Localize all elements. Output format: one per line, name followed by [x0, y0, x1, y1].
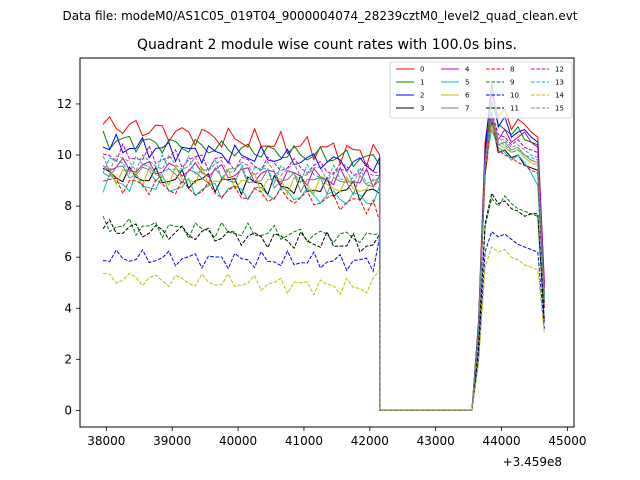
legend-label-14: 14 — [555, 92, 564, 100]
legend-label-6: 6 — [465, 92, 470, 100]
legend-label-4: 4 — [465, 66, 470, 74]
series-line-15 — [102, 116, 545, 411]
y-tick-label: 12 — [57, 97, 72, 111]
legend-label-0: 0 — [420, 66, 424, 74]
chart-suptitle: Data file: modeM0/AS1C05_019T04_90000040… — [62, 9, 577, 23]
legend-label-10: 10 — [510, 92, 519, 100]
plot-frame — [79, 57, 575, 428]
y-tick-label: 0 — [64, 403, 72, 417]
plot-lines — [102, 83, 545, 411]
series-line-14 — [102, 246, 545, 411]
x-tick-label: 45000 — [548, 434, 586, 448]
series-line-13 — [102, 114, 545, 411]
x-tick-label: 41000 — [285, 434, 323, 448]
y-tick-label: 6 — [64, 250, 72, 264]
legend-label-7: 7 — [465, 105, 469, 113]
x-tick-label: 40000 — [219, 434, 257, 448]
x-tick-label: 43000 — [417, 434, 455, 448]
x-offset-label: +3.459e8 — [503, 455, 562, 469]
x-axis: 38000 39000 40000 41000 42000 43000 44000 45000 — [87, 427, 587, 448]
legend-label-1: 1 — [420, 79, 424, 87]
y-tick-label: 4 — [64, 301, 72, 315]
legend-label-9: 9 — [510, 79, 514, 87]
legend-label-5: 5 — [465, 79, 469, 87]
legend-label-15: 15 — [555, 105, 564, 113]
legend-label-8: 8 — [510, 66, 514, 74]
series-line-9 — [102, 195, 545, 411]
legend-label-11: 11 — [510, 105, 519, 113]
series-line-4 — [102, 114, 545, 411]
chart-title: Quadrant 2 module wise count rates with … — [137, 37, 517, 53]
legend-label-12: 12 — [555, 66, 564, 74]
y-axis: 0 2 4 6 8 10 12 — [57, 97, 80, 417]
series-line-12 — [102, 111, 545, 411]
y-tick-label: 10 — [57, 148, 72, 162]
legend-frame — [389, 61, 573, 119]
y-tick-label: 8 — [64, 199, 72, 213]
x-tick-label: 38000 — [87, 434, 125, 448]
series-line-11 — [102, 192, 545, 411]
x-tick-label: 42000 — [351, 434, 389, 448]
legend-label-3: 3 — [420, 105, 424, 113]
x-tick-label: 39000 — [153, 434, 191, 448]
x-tick-label: 44000 — [482, 434, 520, 448]
legend-label-13: 13 — [555, 79, 564, 87]
legend-label-2: 2 — [420, 92, 424, 100]
y-tick-label: 2 — [64, 352, 72, 366]
